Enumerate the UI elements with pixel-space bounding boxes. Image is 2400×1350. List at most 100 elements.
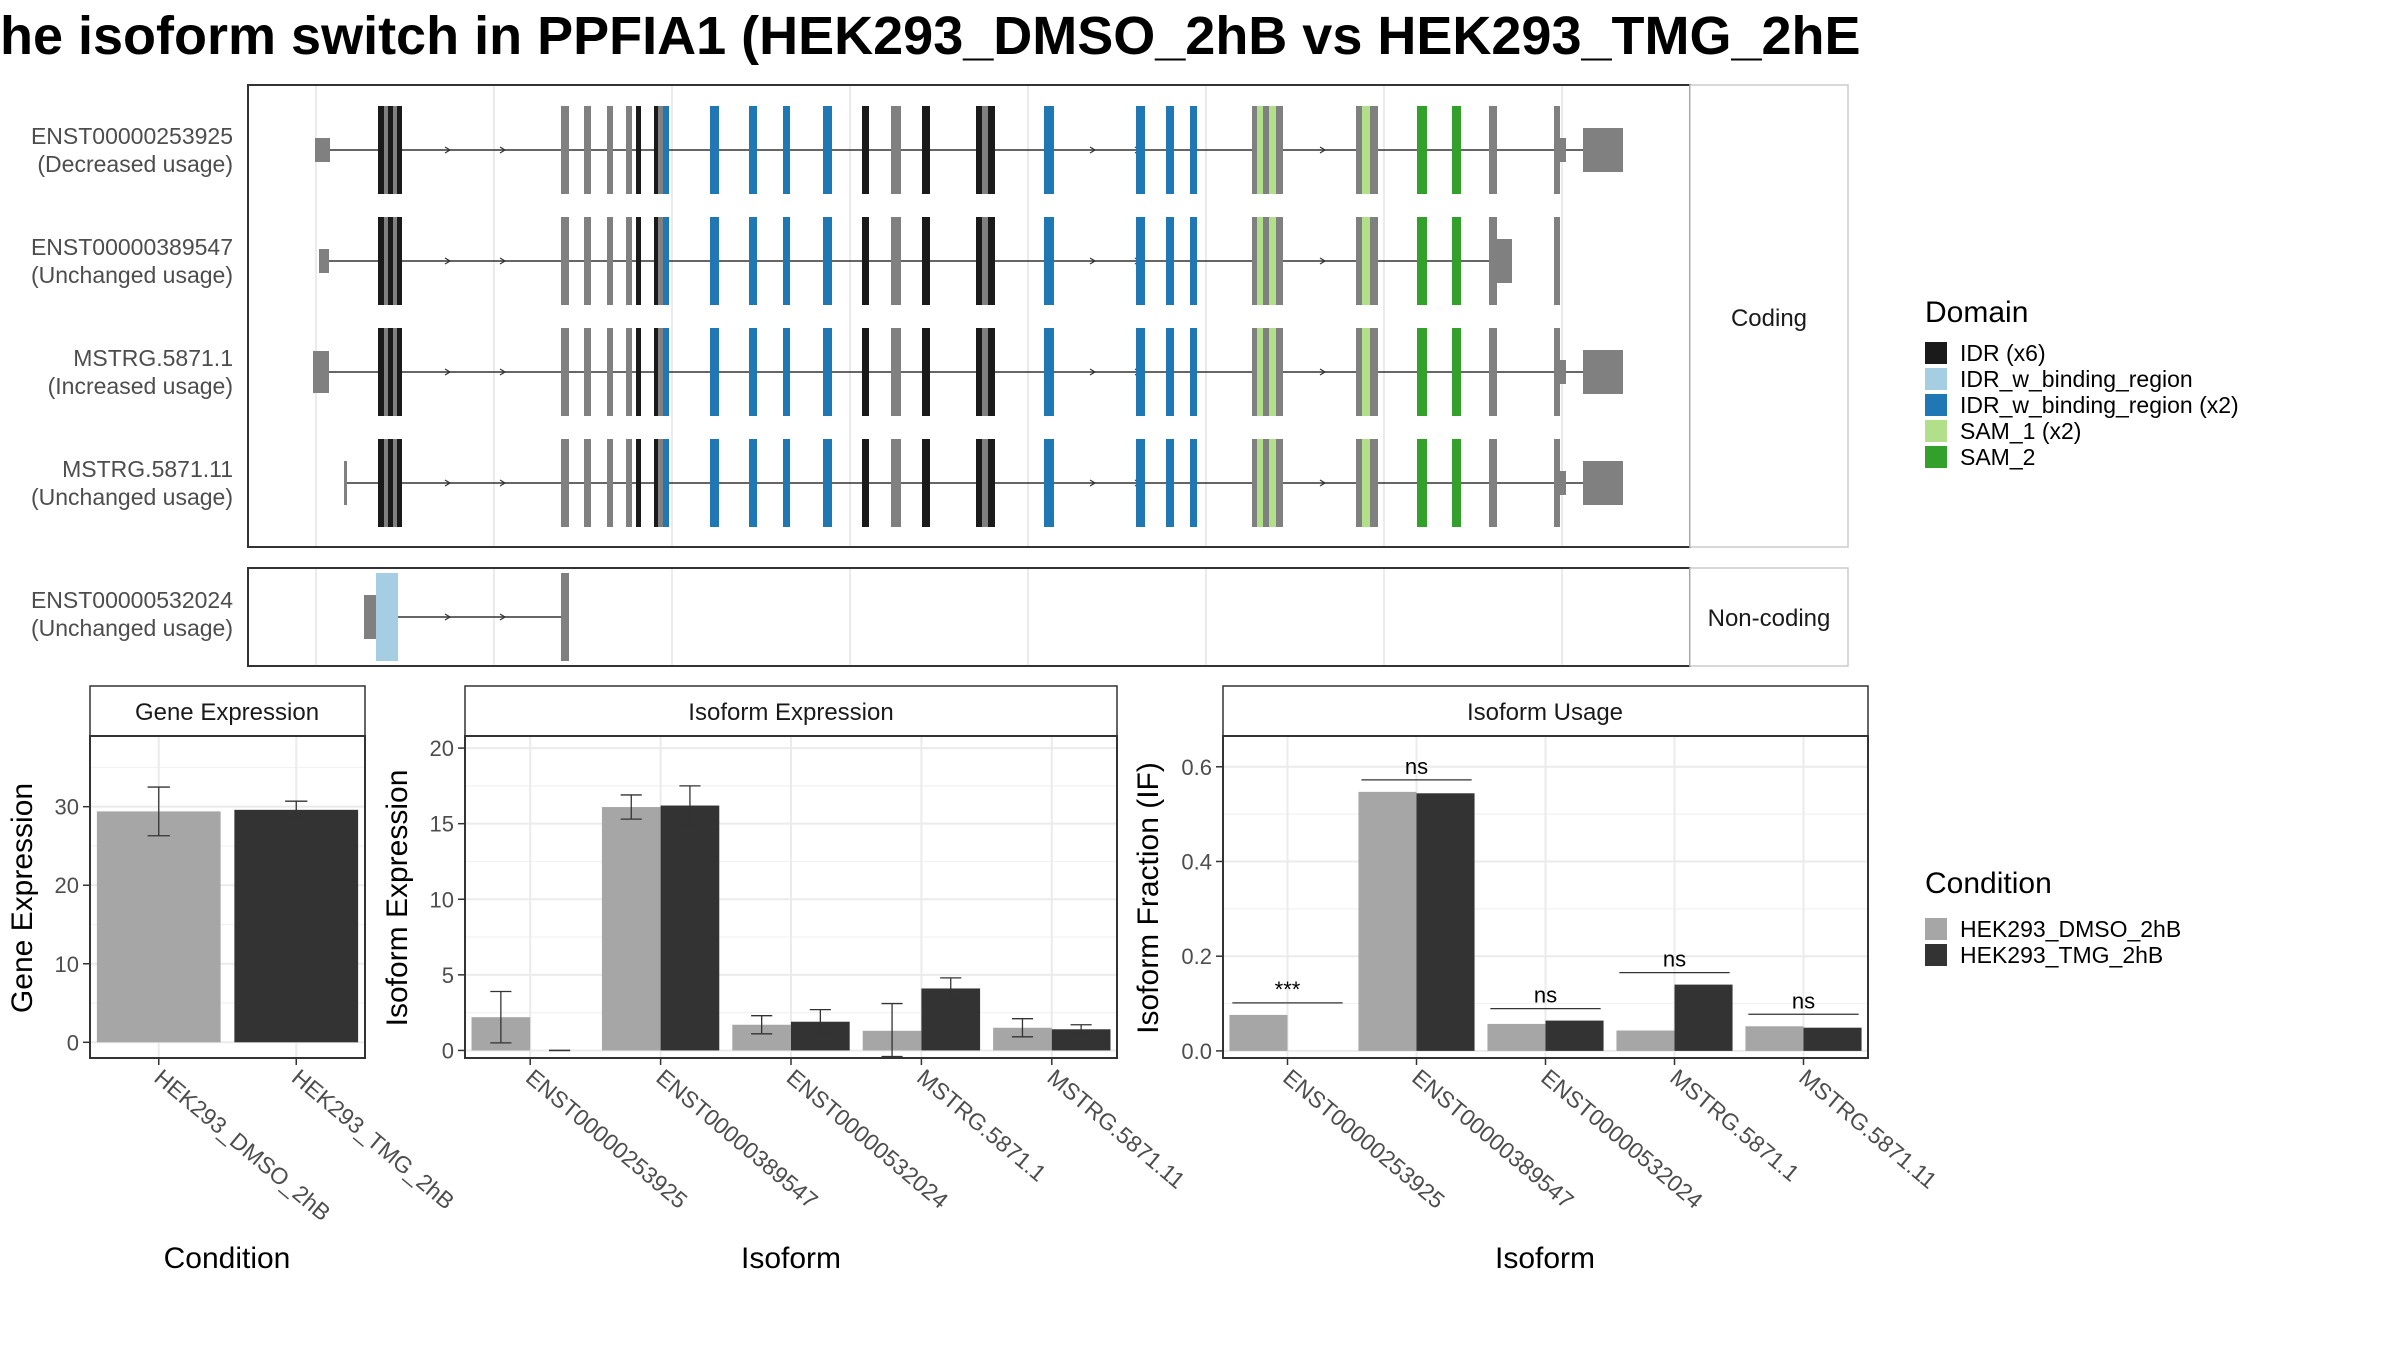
transcript-5: [364, 573, 569, 661]
noncoding-strip: [1689, 567, 1849, 667]
y-tick-label: 20: [55, 873, 79, 898]
utr-exon: [319, 249, 329, 273]
exon: [584, 328, 591, 416]
exon: [658, 439, 663, 527]
exon: [1417, 439, 1427, 527]
isoform-label-3: MSTRG.5871.1 (Increased usage): [48, 345, 233, 399]
legend-key: [1925, 368, 1947, 390]
x-axis-title: Isoform: [741, 1242, 841, 1275]
strand-arrow: [444, 368, 452, 376]
exon: [636, 217, 641, 305]
exon: [658, 217, 663, 305]
bar: [1803, 1027, 1862, 1051]
exon: [654, 439, 658, 527]
exon: [626, 217, 632, 305]
exon: [749, 106, 757, 194]
exon: [891, 439, 901, 527]
panel-title: Isoform Expression: [688, 699, 893, 726]
legend-label: SAM_2: [1960, 444, 2035, 470]
exon: [1452, 217, 1461, 305]
utr-exon: [344, 461, 347, 505]
exon: [1489, 439, 1497, 527]
panel-strip: [1222, 685, 1869, 737]
structure-panel: Coding Non-coding ENST00000253925 (Decre…: [31, 84, 1849, 667]
exon: [397, 106, 402, 194]
exon: [1362, 217, 1370, 305]
exon: [1362, 106, 1370, 194]
exon: [1136, 106, 1145, 194]
exon: [1276, 217, 1283, 305]
exon: [1452, 439, 1461, 527]
strand-arrow: [444, 146, 452, 154]
isoform-usage: (Increased usage): [48, 373, 233, 399]
y-tick-label: 20: [430, 736, 454, 761]
exon: [1252, 439, 1257, 527]
exon: [1252, 328, 1257, 416]
bar: [96, 811, 221, 1043]
exon: [922, 106, 930, 194]
exon: [1269, 328, 1276, 416]
exon: [710, 439, 719, 527]
exon: [710, 217, 719, 305]
bar: [1616, 1030, 1675, 1051]
exon: [1489, 328, 1497, 416]
legend-label: HEK293_TMG_2hB: [1960, 942, 2163, 968]
isoform-id: ENST00000389547: [31, 234, 233, 260]
exon: [988, 106, 995, 194]
bar: [1674, 984, 1733, 1051]
exon: [1263, 106, 1269, 194]
panel-title: Gene Expression: [135, 699, 319, 726]
legend-label: HEK293_DMSO_2hB: [1960, 916, 2181, 942]
exon: [1356, 106, 1362, 194]
exon: [1166, 106, 1174, 194]
strand-arrow: [499, 479, 507, 487]
isoform-expression-panel: Isoform Expression Isoform Isoform Expre…: [381, 685, 1191, 1275]
exon: [1356, 328, 1362, 416]
exon: [626, 439, 632, 527]
exon: [1136, 328, 1145, 416]
y-tick-label: 30: [55, 795, 79, 820]
exon: [626, 106, 632, 194]
domain-legend-items: IDR (x6)IDR_w_binding_regionIDR_w_bindin…: [1925, 340, 2239, 470]
domain-legend-title: Domain: [1925, 296, 2028, 329]
exon: [976, 439, 982, 527]
coding-panel-bg: [247, 84, 1691, 548]
y-tick-label: 0.2: [1181, 944, 1212, 969]
transcript-4: [344, 439, 1623, 527]
isoform-label-1: ENST00000253925 (Decreased usage): [31, 123, 233, 177]
y-tick-label: 5: [442, 963, 454, 988]
exon: [1554, 217, 1560, 305]
exon: [749, 217, 757, 305]
exon: [397, 439, 402, 527]
exon: [922, 439, 930, 527]
y-tick-label: 0.4: [1181, 849, 1212, 874]
exon: [982, 328, 988, 416]
exon: [663, 328, 669, 416]
strand-arrow: [444, 613, 452, 621]
exon: [783, 328, 790, 416]
exon: [626, 328, 632, 416]
exon: [607, 328, 613, 416]
legend-key: [1925, 918, 1947, 940]
exon: [1269, 106, 1276, 194]
exon: [1489, 106, 1497, 194]
exon: [1370, 328, 1378, 416]
exon: [658, 328, 663, 416]
transcript-2: [319, 217, 1560, 305]
strand-arrow: [499, 613, 507, 621]
exon: [388, 328, 393, 416]
x-tick-label: MSTRG.5871.11: [1043, 1064, 1191, 1194]
noncoding-strip-label: Non-coding: [1708, 605, 1831, 632]
bar: [1416, 793, 1475, 1051]
x-tick-label: MSTRG.5871.1: [912, 1064, 1051, 1187]
exon: [1190, 328, 1197, 416]
legend-key: [1925, 394, 1947, 416]
legend-key: [1925, 944, 1947, 966]
strand-arrow: [444, 257, 452, 265]
strand-arrow: [499, 257, 507, 265]
exon: [561, 573, 569, 661]
utr-exon: [313, 351, 329, 393]
strand-arrow: [444, 479, 452, 487]
